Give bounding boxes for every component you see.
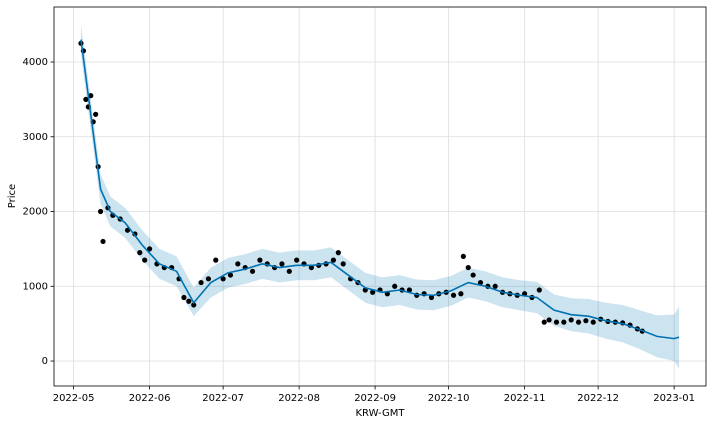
x-tick-label: 2022-10 bbox=[428, 393, 470, 404]
observed-point bbox=[583, 318, 589, 324]
observed-point bbox=[213, 257, 219, 263]
observed-point bbox=[257, 257, 263, 263]
observed-point bbox=[340, 261, 346, 267]
observed-point bbox=[198, 279, 204, 286]
y-tick-label: 4000 bbox=[23, 57, 48, 68]
observed-point bbox=[249, 268, 256, 274]
observed-point bbox=[492, 283, 498, 289]
observed-point bbox=[181, 294, 187, 301]
x-tick-label: 2022-08 bbox=[278, 393, 320, 404]
observed-point bbox=[406, 287, 413, 293]
observed-point bbox=[97, 208, 104, 215]
observed-point bbox=[553, 319, 560, 325]
observed-point bbox=[536, 287, 542, 293]
observed-point bbox=[541, 319, 547, 325]
y-tick-label: 2000 bbox=[23, 207, 48, 218]
observed-point bbox=[458, 291, 464, 297]
observed-point bbox=[470, 272, 476, 278]
x-tick-label: 2023-01 bbox=[653, 393, 695, 404]
axes: 0 1000 2000 3000 4000 2022-05 2022-06 2022-07 20… bbox=[23, 57, 695, 404]
observed-point bbox=[392, 283, 398, 289]
x-tick-label: 2022-05 bbox=[53, 393, 95, 404]
x-axis-label: KRW-GMT bbox=[355, 408, 405, 419]
observed-point bbox=[568, 317, 574, 323]
x-tick-label: 2022-09 bbox=[354, 393, 396, 404]
observed-point bbox=[590, 319, 596, 325]
observed-point bbox=[186, 298, 192, 304]
y-tick-label: 1000 bbox=[23, 281, 48, 292]
observed-point bbox=[93, 111, 99, 117]
y-tick-label: 0 bbox=[42, 356, 48, 367]
x-tick-label: 2022-06 bbox=[129, 393, 171, 404]
observed-point bbox=[428, 294, 435, 301]
observed-point bbox=[546, 317, 552, 323]
observed-point bbox=[235, 261, 241, 267]
observed-point bbox=[100, 238, 106, 245]
x-tick-label: 2022-07 bbox=[202, 393, 244, 404]
y-axis-label: Price bbox=[7, 184, 18, 208]
observed-point bbox=[142, 257, 148, 263]
observed-point bbox=[220, 276, 226, 282]
uncertainty-band bbox=[80, 24, 680, 369]
observed-point bbox=[575, 319, 582, 325]
observed-point bbox=[286, 268, 292, 274]
observed-point bbox=[465, 264, 471, 271]
observed-point bbox=[191, 302, 197, 308]
observed-point bbox=[227, 272, 234, 278]
grid bbox=[54, 7, 706, 386]
frame bbox=[53, 6, 707, 387]
observed-point bbox=[83, 96, 89, 102]
y-tick-label: 3000 bbox=[23, 132, 48, 143]
observed-point bbox=[146, 246, 153, 252]
observed-point bbox=[561, 319, 567, 325]
x-tick-label: 2022-12 bbox=[577, 393, 619, 404]
observed-point bbox=[335, 250, 341, 256]
observed-point bbox=[477, 279, 484, 286]
observed-point bbox=[294, 257, 300, 263]
observed-point bbox=[330, 257, 337, 263]
observed-point bbox=[450, 292, 457, 298]
observed-point bbox=[279, 261, 285, 267]
observed-point bbox=[370, 289, 376, 295]
observed-point bbox=[88, 93, 94, 99]
observed-point bbox=[137, 250, 143, 256]
forecast-line bbox=[80, 39, 680, 340]
x-tick-label: 2022-11 bbox=[504, 393, 546, 404]
observed-point bbox=[460, 253, 466, 259]
observed-point bbox=[308, 264, 314, 271]
plot-area bbox=[78, 24, 680, 369]
observed-point bbox=[205, 276, 212, 282]
